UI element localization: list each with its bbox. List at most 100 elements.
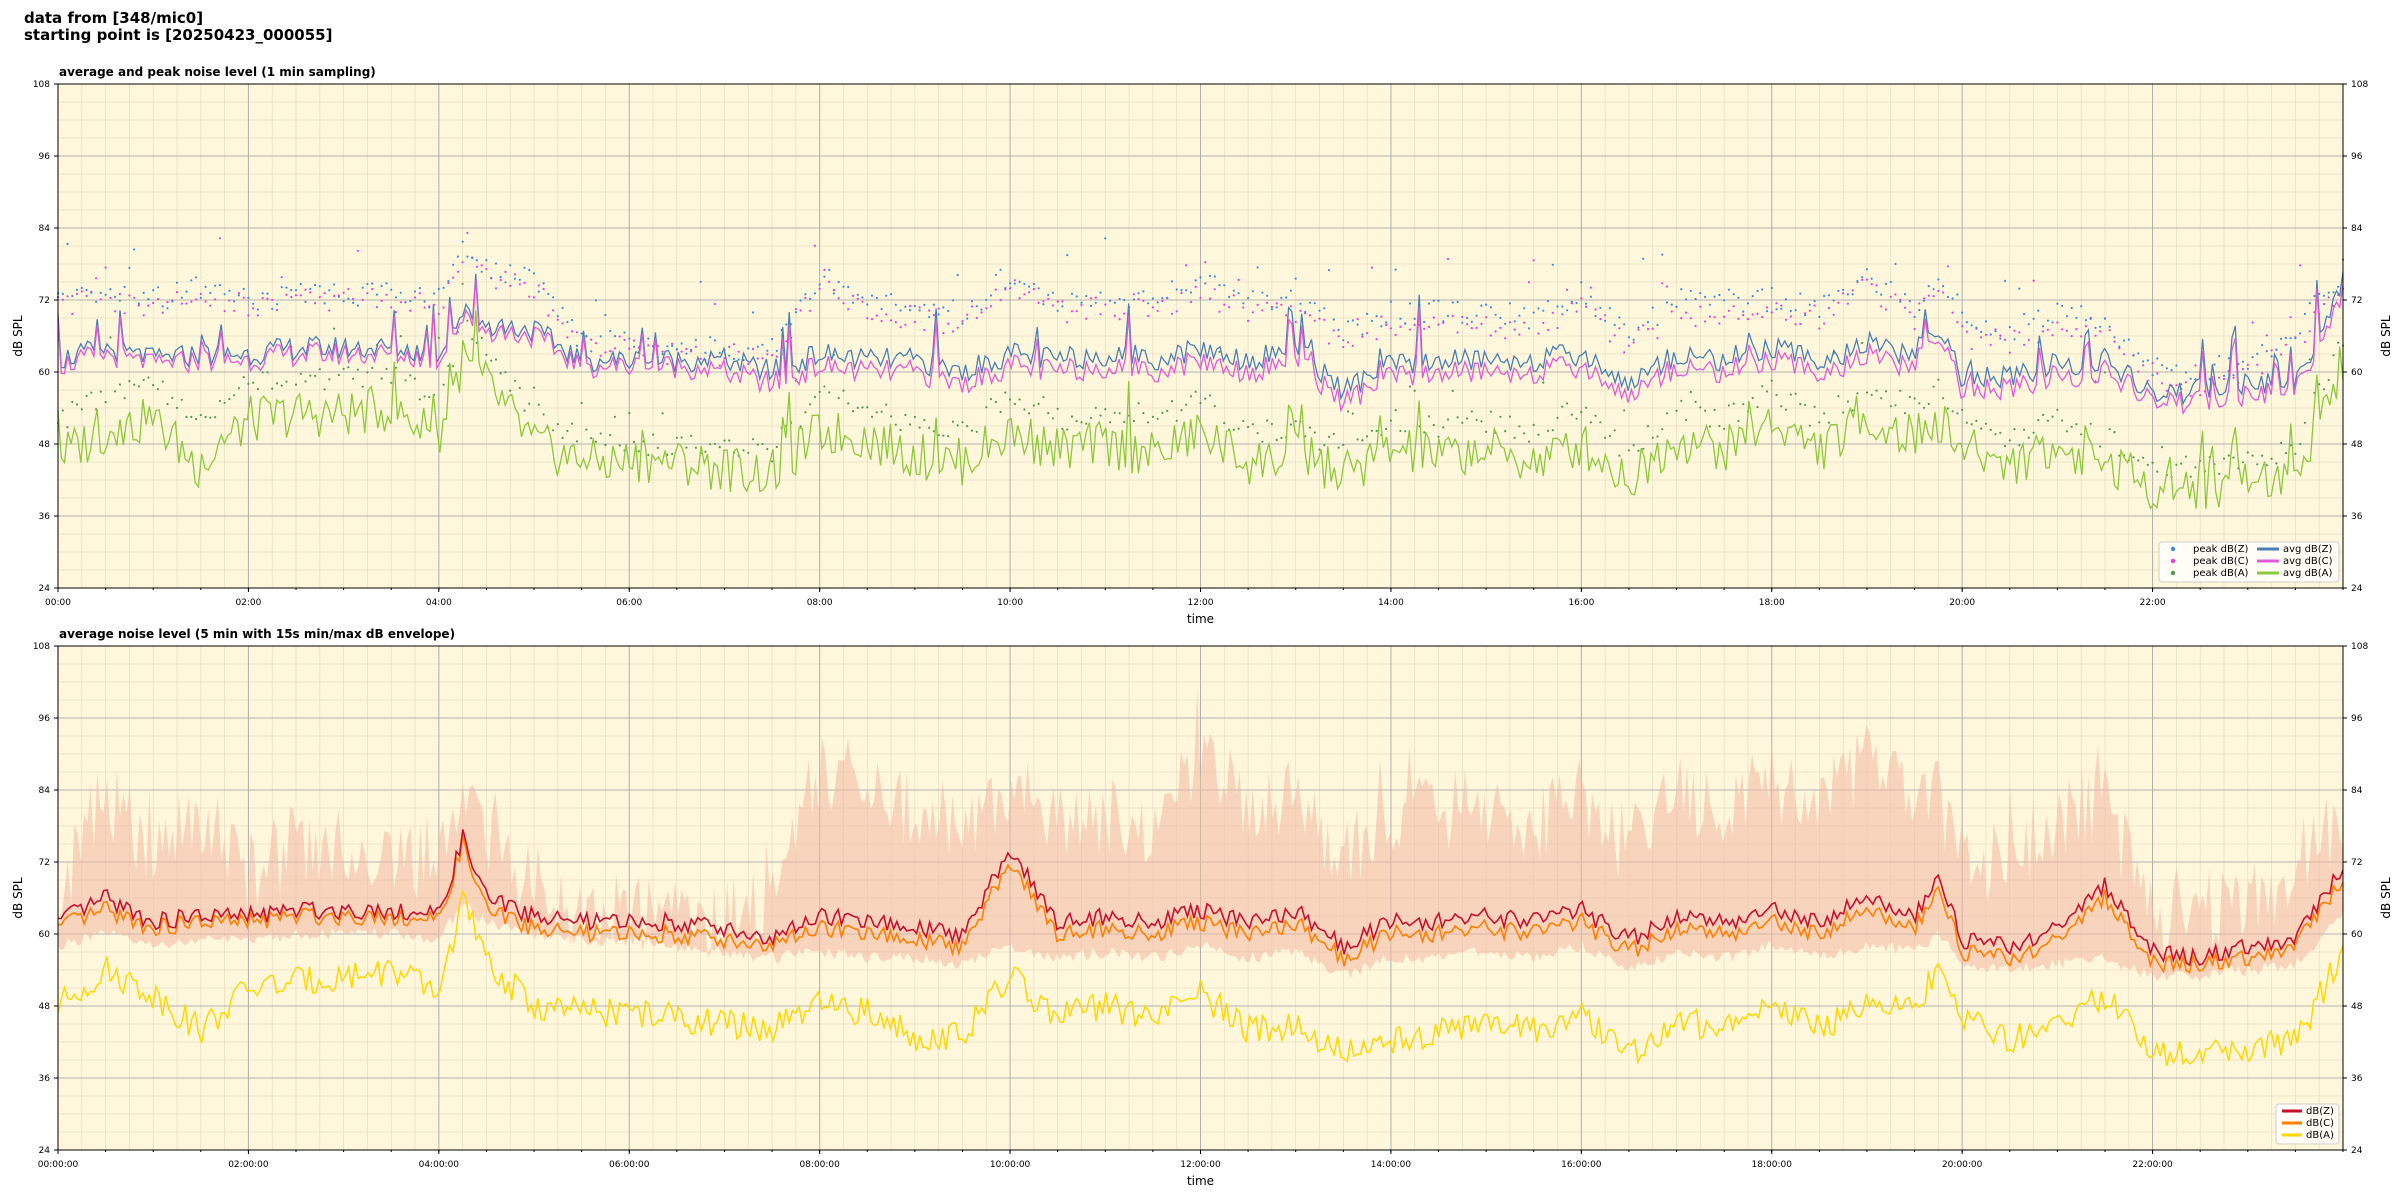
peak-point <box>180 296 183 299</box>
peak-point <box>333 294 336 298</box>
peak-point <box>813 244 817 247</box>
peak-point <box>1270 305 1273 309</box>
peak-point <box>228 397 231 401</box>
peak-point <box>318 368 321 371</box>
peak-point <box>266 292 269 295</box>
peak-point <box>718 351 721 354</box>
peak-point <box>156 388 160 391</box>
x-tick-label: 14:00 <box>1378 598 1404 608</box>
peak-point <box>804 411 807 414</box>
peak-point <box>694 338 698 341</box>
peak-point <box>937 313 940 316</box>
peak-point <box>1189 395 1193 398</box>
peak-point <box>1313 302 1316 305</box>
peak-point <box>352 377 355 380</box>
peak-point <box>1646 328 1650 331</box>
peak-point <box>1804 312 1807 315</box>
peak-point <box>1765 390 1769 393</box>
peak-point <box>890 293 893 296</box>
peak-point <box>1561 313 1564 316</box>
legend-label: peak dB(C) <box>2193 556 2249 567</box>
peak-point <box>1889 295 1892 298</box>
peak-point <box>1399 429 1402 432</box>
legend-label: dB(C) <box>2306 1118 2334 1129</box>
peak-point <box>1808 303 1811 306</box>
peak-point <box>613 415 617 418</box>
peak-point <box>556 315 559 318</box>
peak-point <box>1075 295 1078 298</box>
peak-point <box>1970 423 1973 426</box>
header-source: data from [348/mic0] <box>24 9 204 27</box>
peak-point <box>1009 287 1012 290</box>
peak-point <box>1161 299 1164 303</box>
peak-point <box>1984 422 1988 425</box>
peak-point <box>242 296 245 299</box>
peak-point <box>2275 348 2278 351</box>
peak-point <box>66 295 69 298</box>
peak-point <box>2018 331 2021 334</box>
peak-point <box>861 296 864 299</box>
avg-z-line <box>57 271 2344 406</box>
peak-point <box>1242 419 1245 423</box>
peak-point <box>66 242 69 245</box>
peak-point <box>352 301 355 304</box>
peak-point <box>209 291 212 294</box>
peak-point <box>2261 344 2264 347</box>
peak-point <box>1884 390 1888 393</box>
peak-point <box>2137 459 2140 462</box>
peak-point <box>90 391 93 394</box>
peak-point <box>1204 282 1207 285</box>
y-tick-label: 108 <box>33 642 50 652</box>
peak-point <box>2061 328 2064 331</box>
peak-point <box>1980 427 1983 430</box>
peak-point <box>1870 277 1873 280</box>
peak-point <box>413 296 417 299</box>
peak-point <box>347 366 350 369</box>
peak-point <box>2080 433 2083 436</box>
peak-point <box>2061 304 2064 307</box>
peak-point <box>1813 405 1816 408</box>
peak-point <box>1318 448 1321 451</box>
peak-point <box>1294 320 1297 324</box>
peak-point <box>509 284 512 287</box>
peak-point <box>371 366 374 370</box>
peak-point <box>2232 374 2235 377</box>
peak-point <box>956 273 959 277</box>
peak-point <box>1651 306 1654 309</box>
peak-point <box>2051 415 2054 418</box>
peak-point <box>147 304 150 307</box>
x-tick-label: 18:00 <box>1759 598 1785 608</box>
peak-point <box>671 342 674 345</box>
peak-point <box>1361 439 1364 442</box>
peak-point <box>623 338 626 341</box>
peak-point <box>799 425 802 428</box>
peak-point <box>2151 362 2154 365</box>
peak-point <box>1851 289 1854 292</box>
peak-point <box>1894 293 1897 296</box>
peak-point <box>428 395 431 399</box>
peak-point <box>1123 298 1126 302</box>
peak-point <box>228 299 231 302</box>
peak-point <box>1680 317 1683 320</box>
peak-point <box>1366 435 1369 438</box>
peak-point <box>1123 420 1126 423</box>
peak-point <box>1956 293 1959 296</box>
peak-point <box>1961 408 1964 411</box>
peak-point <box>1480 420 1483 423</box>
peak-point <box>694 345 698 348</box>
peak-point <box>1042 300 1045 303</box>
peak-point <box>1846 400 1849 403</box>
peak-point <box>156 297 160 301</box>
peak-point <box>1408 302 1412 305</box>
peak-point <box>494 262 498 265</box>
peak-point <box>837 297 840 300</box>
peak-point <box>1918 402 1921 405</box>
peak-point <box>2156 357 2159 360</box>
peak-point <box>632 441 636 444</box>
peak-point <box>290 295 293 299</box>
peak-point <box>552 296 555 299</box>
peak-point <box>1784 408 1788 411</box>
peak-point <box>1423 320 1426 324</box>
peak-point <box>1347 341 1350 344</box>
peak-point <box>989 398 993 401</box>
